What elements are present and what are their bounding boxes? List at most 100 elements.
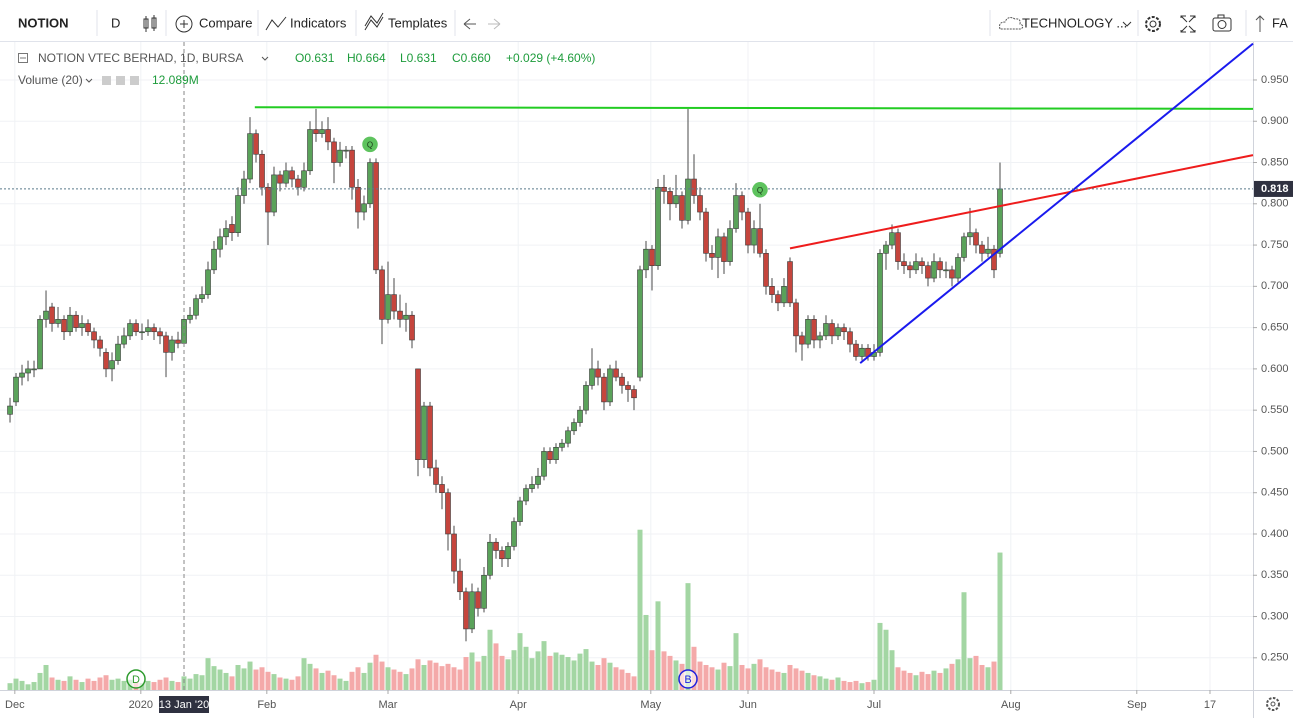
volume-bar bbox=[349, 671, 355, 690]
y-tick-label: 0.300 bbox=[1261, 610, 1289, 622]
candle-body bbox=[193, 298, 199, 316]
volume-bar bbox=[433, 662, 439, 690]
volume-bar bbox=[259, 667, 265, 690]
candle-body bbox=[475, 591, 481, 609]
study-button[interactable] bbox=[102, 76, 111, 85]
event-label: Q bbox=[757, 186, 763, 195]
volume-bar bbox=[157, 679, 163, 690]
candle-body bbox=[991, 248, 997, 271]
candle-body bbox=[235, 195, 241, 233]
volume-bar bbox=[535, 651, 541, 690]
candle-body bbox=[835, 327, 841, 337]
y-tick-label: 0.550 bbox=[1261, 404, 1289, 416]
volume-bar bbox=[235, 664, 241, 690]
volume-bar bbox=[619, 669, 625, 690]
volume-bar bbox=[997, 552, 1003, 690]
toolbar: NOTION D Compare Indicators Templates TE… bbox=[0, 10, 1293, 42]
volume-bar bbox=[7, 683, 13, 690]
fa-icon[interactable] bbox=[1255, 15, 1265, 32]
volume-bar bbox=[229, 676, 235, 690]
crosshair-date-box bbox=[159, 696, 210, 713]
volume-bar bbox=[61, 680, 67, 690]
x-tick-label: Sep bbox=[1127, 699, 1147, 711]
volume-bar bbox=[193, 674, 199, 690]
y-tick-label: 0.450 bbox=[1261, 487, 1289, 499]
volume-chevron[interactable] bbox=[85, 78, 93, 83]
candle-body bbox=[37, 319, 43, 370]
interval[interactable]: D bbox=[111, 15, 120, 30]
candle-body bbox=[595, 368, 601, 378]
candle-body bbox=[937, 261, 943, 271]
volume-bar bbox=[643, 614, 649, 690]
templates-button[interactable]: Templates bbox=[388, 15, 448, 30]
candle-body bbox=[307, 129, 313, 172]
volume-bar bbox=[307, 663, 313, 690]
volume-bar bbox=[73, 679, 79, 690]
collapse-icon[interactable] bbox=[18, 53, 28, 63]
settings-icon[interactable] bbox=[1145, 16, 1161, 32]
candle-body bbox=[949, 269, 955, 279]
volume-pane bbox=[7, 529, 1003, 690]
volume-bar bbox=[181, 676, 187, 690]
candle-body bbox=[157, 331, 163, 337]
volume-bar bbox=[469, 652, 475, 690]
candle-body bbox=[103, 352, 109, 370]
candle-body bbox=[907, 265, 913, 271]
compare-button[interactable]: Compare bbox=[199, 15, 252, 30]
candle-body bbox=[403, 314, 409, 320]
volume-bar bbox=[253, 669, 259, 690]
settings-corner[interactable] bbox=[1266, 697, 1280, 711]
volume-bar bbox=[751, 663, 757, 690]
candle-body bbox=[19, 372, 25, 378]
chart-style-icon[interactable] bbox=[143, 15, 157, 32]
compare-icon[interactable] bbox=[175, 15, 193, 33]
candle-body bbox=[571, 422, 577, 432]
candle-body bbox=[391, 294, 397, 312]
fullscreen-icon[interactable] bbox=[1180, 15, 1196, 33]
x-tick-label: Dec bbox=[5, 699, 25, 711]
candle-body bbox=[463, 591, 469, 630]
indicators-icon[interactable] bbox=[265, 16, 287, 31]
study-button[interactable] bbox=[130, 76, 139, 85]
layout-chevron[interactable] bbox=[1122, 21, 1132, 27]
candle-body bbox=[859, 347, 865, 357]
snapshot-icon[interactable] bbox=[1212, 14, 1232, 32]
templates-icon[interactable] bbox=[364, 12, 384, 31]
y-tick-label: 0.600 bbox=[1261, 363, 1289, 375]
volume-bar bbox=[571, 660, 577, 690]
candle-body bbox=[547, 451, 553, 460]
candle-body bbox=[709, 253, 715, 258]
volume-bar bbox=[787, 664, 793, 690]
volume-bar bbox=[175, 682, 181, 690]
candle-body bbox=[31, 368, 37, 371]
redo[interactable] bbox=[488, 18, 501, 30]
volume-bar bbox=[475, 661, 481, 690]
legend-chevron[interactable] bbox=[261, 56, 269, 61]
symbol[interactable]: NOTION bbox=[18, 15, 69, 30]
indicators-button[interactable]: Indicators bbox=[290, 15, 347, 30]
candle-body bbox=[439, 484, 445, 494]
candle-body bbox=[397, 310, 403, 320]
candle-body bbox=[367, 162, 373, 205]
candle-body bbox=[955, 257, 961, 279]
undo[interactable] bbox=[463, 18, 476, 30]
candle-body bbox=[385, 294, 391, 320]
x-tick-label: Feb bbox=[257, 699, 276, 711]
layout-name[interactable]: TECHNOLOGY ... bbox=[1022, 15, 1127, 30]
volume-bar bbox=[523, 646, 529, 690]
volume-bar bbox=[781, 672, 787, 690]
candle-body bbox=[667, 191, 673, 205]
volume-bar bbox=[763, 667, 769, 690]
candle-body bbox=[13, 376, 19, 403]
volume-bar bbox=[385, 667, 391, 690]
candle-body bbox=[775, 294, 781, 304]
volume-bar bbox=[343, 680, 349, 690]
legend-high: H0.664 bbox=[347, 51, 386, 65]
cloud-icon[interactable] bbox=[999, 17, 1024, 30]
candle-body bbox=[805, 319, 811, 345]
fa-button[interactable]: FA bbox=[1272, 15, 1288, 30]
volume-bar bbox=[115, 678, 121, 690]
study-button[interactable] bbox=[116, 76, 125, 85]
